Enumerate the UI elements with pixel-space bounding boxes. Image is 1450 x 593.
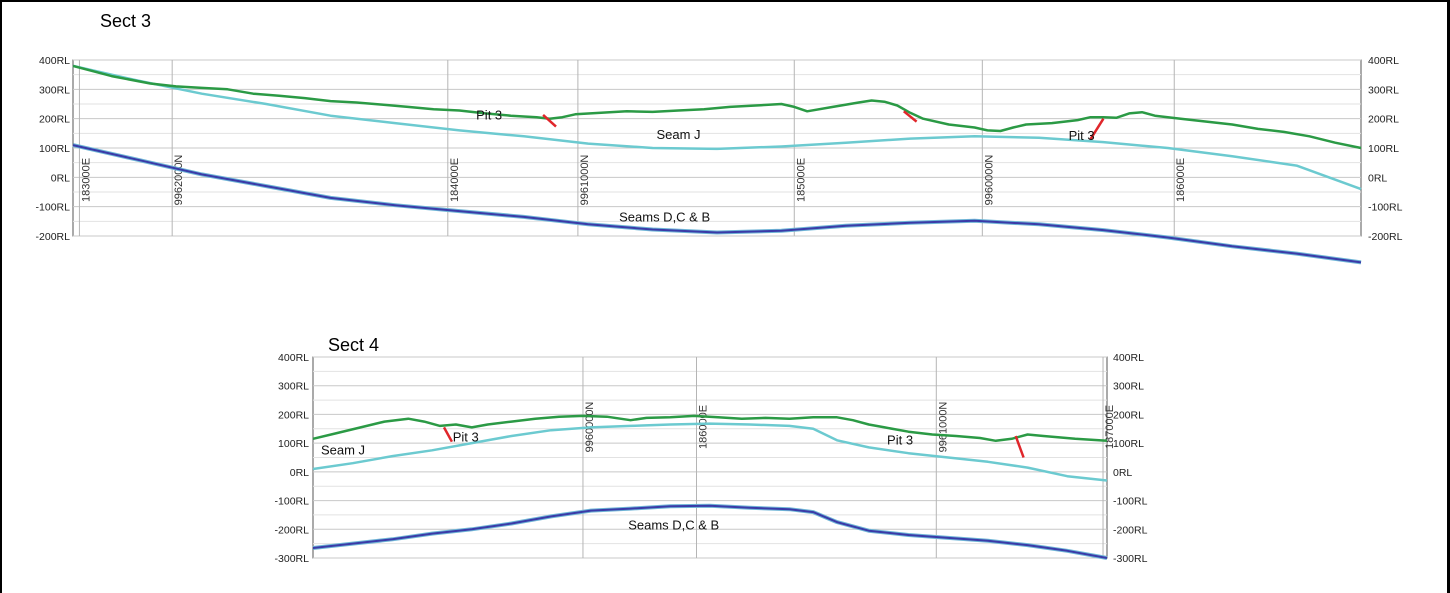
section-4-ticks: 400RL 400RL 300RL 300RL 200RL 200RL 100RL 100RL… xyxy=(275,352,1148,565)
section-3-seam-j-line xyxy=(72,64,1362,191)
section-4-labels: Seam J Pit 3 Pit 3 Seams D,C & B xyxy=(321,430,913,533)
section-3-y-tick-right: 300RL xyxy=(1368,84,1399,96)
section-3-y-tick-left: -100RL xyxy=(36,202,71,214)
section-4-grid-coordinate-label: 187000E xyxy=(1104,405,1116,449)
section-3-labels: Pit 3 Seam J Pit 3 Seams D,C & B xyxy=(476,107,1094,224)
section-4-annotation: Seams D,C & B xyxy=(628,517,719,532)
section-3-pit-wall-line xyxy=(903,110,918,123)
section-3-grid-coordinate-label: 183000E xyxy=(80,158,92,202)
section-3-y-tick-left: -200RL xyxy=(36,231,71,243)
section-4-y-tick-left: 0RL xyxy=(290,467,309,479)
section-3-annotation: Pit 3 xyxy=(1069,128,1095,143)
section-4-y-tick-left: 200RL xyxy=(278,409,309,421)
section-3-annotation: Pit 3 xyxy=(476,107,502,122)
section-3-annotation: Seams D,C & B xyxy=(619,210,710,225)
section-3-y-tick-right: -100RL xyxy=(1368,202,1403,214)
section-4-y-tick-left: 400RL xyxy=(278,352,309,364)
section-3-pit-wall-line xyxy=(542,113,557,128)
section-4-y-tick-right: -100RL xyxy=(1113,496,1148,508)
section-3-y-tick-right: 200RL xyxy=(1368,114,1399,126)
section-4-y-tick-left: -200RL xyxy=(275,524,310,536)
section-3-ticks: 400RL 400RL 300RL 300RL 200RL 200RL 100RL 100RL… xyxy=(36,55,1403,243)
section-3-y-tick-right: 400RL xyxy=(1368,55,1399,67)
section-4-seams-dcb-line xyxy=(312,504,1108,559)
section-3-y-tick-right: -200RL xyxy=(1368,231,1403,243)
section-4-y-tick-right: 200RL xyxy=(1113,409,1144,421)
section-3-topography-line xyxy=(72,64,1362,150)
section-4-y-tick-right: 0RL xyxy=(1113,467,1132,479)
section-3-seams-dcb-line xyxy=(72,144,1362,264)
section-3-grid-coordinate-label: 9960000N xyxy=(983,155,995,206)
section-4-grid: 9960000N 186000E 9961000N 187000E xyxy=(313,356,1116,559)
section-4-annotation: Pit 3 xyxy=(453,430,479,445)
section-3-annotation: Seam J xyxy=(656,127,700,142)
section-4-annotation: Pit 3 xyxy=(887,433,913,448)
section-4-annotation: Seam J xyxy=(321,443,365,458)
section-3-title: Sect 3 xyxy=(100,11,151,31)
section-3-grid-coordinate-label: 185000E xyxy=(795,158,807,202)
section-3-grid: 183000E 9962000N 184000E 9961000N 185000E 996… xyxy=(73,59,1361,237)
section-4-y-tick-left: 300RL xyxy=(278,381,309,393)
section-3-surfaces xyxy=(72,64,1362,265)
section-4-grid-coordinate-label: 9961000N xyxy=(937,402,949,453)
section-4-y-tick-right: 100RL xyxy=(1113,438,1144,450)
section-4-y-tick-right: 300RL xyxy=(1113,381,1144,393)
section-4-title: Sect 4 xyxy=(328,335,379,355)
section-4-y-tick-right: -200RL xyxy=(1113,524,1148,536)
section-3-y-tick-left: 300RL xyxy=(39,84,70,96)
section-4-y-tick-right: -300RL xyxy=(1113,553,1148,565)
section-4-y-tick-left: 100RL xyxy=(278,438,309,450)
section-4-pit-wall-line xyxy=(1014,435,1025,458)
section-3-y-tick-right: 0RL xyxy=(1368,172,1387,184)
section-3-y-tick-left: 400RL xyxy=(39,55,70,67)
section-3-pit-wall-line xyxy=(1089,118,1105,140)
section-3-grid-coordinate-label: 184000E xyxy=(449,158,461,202)
section-3-grid-coordinate-label: 9961000N xyxy=(579,155,591,206)
section-4-grid-coordinate-label: 186000E xyxy=(698,405,710,449)
section-3-y-tick-left: 200RL xyxy=(39,114,70,126)
section-4-pit-wall-line xyxy=(442,426,453,443)
section-4-surfaces xyxy=(312,414,1108,560)
section-3-y-tick-right: 100RL xyxy=(1368,143,1399,155)
section-3-y-tick-left: 100RL xyxy=(39,143,70,155)
section-3-y-tick-left: 0RL xyxy=(51,172,70,184)
section-4-seam-j-line xyxy=(312,422,1108,482)
section-4-topography-line xyxy=(312,414,1108,443)
section-4-y-tick-left: -100RL xyxy=(275,496,310,508)
section-4-y-tick-right: 400RL xyxy=(1113,352,1144,364)
section-4-y-tick-left: -300RL xyxy=(275,553,310,565)
section-3-grid-coordinate-label: 186000E xyxy=(1175,158,1187,202)
